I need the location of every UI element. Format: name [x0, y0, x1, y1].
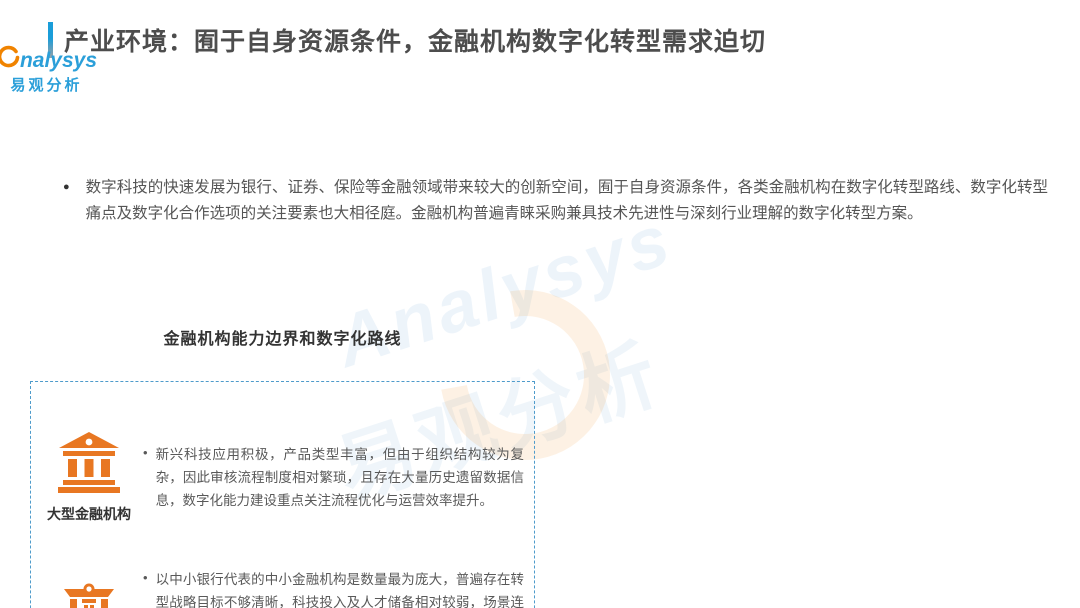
institution-panel: 大型金融机构 • 新兴科技应用积极，产品类型丰富，但由于组织结构较为复杂，因此审…	[30, 381, 535, 608]
logo-brand-cn: 易观分析	[10, 77, 83, 94]
institution-item-large: 大型金融机构 • 新兴科技应用积极，产品类型丰富，但由于组织结构较为复杂，因此审…	[41, 431, 524, 524]
logo-brand-latin: nalysys	[19, 49, 98, 72]
slide-header: 产业环境：囿于自身资源条件，金融机构数字化转型需求迫切	[48, 22, 1080, 58]
item-bullet-icon: •	[143, 444, 148, 460]
item-bullet-icon: •	[143, 570, 148, 586]
page-title: 产业环境：囿于自身资源条件，金融机构数字化转型需求迫切	[64, 28, 767, 56]
institution-item-small: 中小金融机构 • 以中小银行代表的中小金融机构是数量最为庞大，普遍存在转型战略目…	[41, 568, 524, 608]
institution-label: 大型金融机构	[47, 505, 131, 522]
analysys-logo: nalysys 易观分析	[0, 44, 109, 95]
analysys-a-swirl-icon	[0, 44, 20, 73]
left-section-title: 金融机构能力边界和数字化路线	[163, 331, 402, 348]
institution-description: 新兴科技应用积极，产品类型丰富，但由于组织结构较为复杂，因此审核流程制度相对繁琐…	[155, 446, 524, 508]
institution-description: 以中小银行代表的中小金融机构是数量最为庞大，普遍存在转型战略目标不够清晰，科技投…	[155, 572, 524, 608]
intro-text: 数字科技的快速发展为银行、证券、保险等金融领域带来较大的创新空间，囿于自身资源条…	[85, 179, 1048, 222]
title-accent-bar	[48, 22, 53, 58]
bullet-dot-icon: ●	[63, 181, 70, 193]
bank-large-icon	[56, 431, 122, 498]
intro-paragraph: ● 数字科技的快速发展为银行、证券、保险等金融领域带来较大的创新空间，囿于自身资…	[63, 175, 1048, 227]
bank-small-icon	[58, 581, 120, 608]
